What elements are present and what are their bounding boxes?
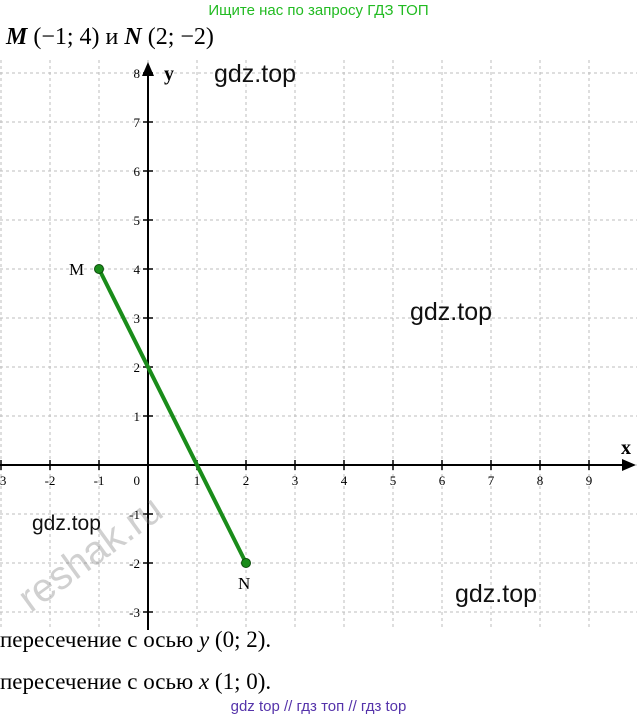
x-tick-label: 5 [390,473,397,488]
footer-links: gdz top // гдз топ // гдз top [230,698,407,715]
y-tick-label: 6 [134,164,141,179]
y-tick-label: -3 [129,605,140,620]
answer-value: (1; 0). [209,669,272,694]
point-n [241,558,251,568]
x-tick-label: 8 [537,473,544,488]
answer-y-intercept: пересечение с осью y (0; 2). [0,626,271,654]
watermark-left: gdz.top [32,512,101,535]
answer-value: (0; 2). [209,627,272,652]
x-tick-label: 7 [488,473,495,488]
x-tick-label: 6 [439,473,446,488]
y-tick-label: 4 [134,262,141,277]
y-tick-label: -1 [129,507,140,522]
x-tick-label: 4 [341,473,348,488]
y-tick-label: 1 [134,409,141,424]
axis-name: x [198,669,210,694]
point-n-label: N [124,24,142,50]
y-tick-label: 2 [134,360,141,375]
watermark-middle: gdz.top [410,298,493,326]
answer-x-intercept: пересечение с осью x (1; 0). [0,668,271,696]
y-tick-label: 7 [134,115,141,130]
y-tick-label: 8 [134,66,141,81]
x-tick-label: 1 [194,473,201,488]
point-m-label: M [6,24,28,50]
y-axis-arrow-icon [142,62,154,76]
answer-text: пересечение с осью [0,627,199,652]
point-label-m: M [69,260,84,279]
point-m [94,264,104,274]
x-tick-label: -1 [94,473,105,488]
y-tick-label: 5 [134,213,141,228]
watermark-bottom: gdz.top [455,580,538,608]
watermark-top: gdz.top [214,60,297,88]
y-axis-label: y [164,63,174,85]
point-m-coords: (−1; 4) [33,24,100,50]
x-tick-label: -2 [45,473,56,488]
x-tick-label: 9 [586,473,593,488]
x-tick-label: 2 [243,473,250,488]
conjunction: и [105,24,119,50]
origin-label: 0 [134,473,141,488]
point-n-coords: (2; −2) [147,24,214,50]
segment-mn [97,268,248,564]
x-axis-label: x [621,437,631,459]
problem-statement: M (−1; 4) и N (2; −2) [6,22,214,52]
y-tick-label: -2 [129,556,140,571]
answer-text: пересечение с осью [0,669,199,694]
point-label-n: N [238,574,250,593]
promo-banner: Ищите нас по запросу ГДЗ ТОП [208,2,429,19]
x-tick-label: -3 [0,473,6,488]
y-tick-label: 3 [134,311,141,326]
x-tick-label: 3 [292,473,299,488]
x-axis-arrow-icon [622,459,636,471]
axis-name: y [198,627,210,652]
